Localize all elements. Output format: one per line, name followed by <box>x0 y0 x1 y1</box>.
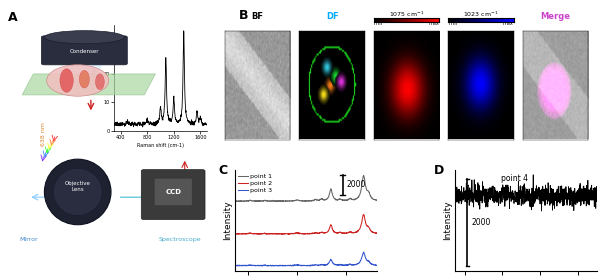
Text: min: min <box>448 21 458 26</box>
Text: max: max <box>503 21 514 26</box>
Y-axis label: Intensity: Intensity <box>443 201 452 240</box>
point 3 <box>360 250 367 254</box>
point 1 <box>318 197 325 201</box>
point 3 <box>354 262 361 265</box>
Text: point 4: point 4 <box>500 174 527 183</box>
point 2 <box>318 231 325 234</box>
point 3 <box>322 263 329 267</box>
Text: Condenser: Condenser <box>70 49 99 54</box>
point 1 <box>354 196 361 199</box>
point 3 <box>259 264 266 268</box>
Text: A: A <box>8 11 18 24</box>
Text: B: B <box>239 9 248 22</box>
Text: Objective
Lens: Objective Lens <box>65 181 91 192</box>
X-axis label: Raman shift (cm-1): Raman shift (cm-1) <box>137 143 184 148</box>
Text: BF: BF <box>252 12 264 21</box>
Line: point 2: point 2 <box>235 215 377 234</box>
Text: D: D <box>434 164 444 177</box>
point 2 <box>314 232 322 235</box>
Y-axis label: Intensity
(×10⁵): Intensity (×10⁵) <box>91 67 102 89</box>
Text: Merge: Merge <box>541 12 571 21</box>
point 2 <box>374 232 381 235</box>
point 3 <box>318 263 325 266</box>
point 2 <box>241 232 248 235</box>
Text: 638 nm: 638 nm <box>41 122 46 146</box>
Text: Spectroscope: Spectroscope <box>159 237 202 242</box>
point 2 <box>354 229 361 233</box>
Text: DF: DF <box>326 12 338 21</box>
Text: CCD: CCD <box>165 189 181 195</box>
point 1 <box>278 200 286 203</box>
point 2 <box>278 233 285 236</box>
Text: 2000: 2000 <box>346 180 365 189</box>
point 1 <box>340 199 347 202</box>
point 1 <box>232 199 239 203</box>
Text: 1075 cm$^{-1}$: 1075 cm$^{-1}$ <box>389 9 424 19</box>
point 1 <box>374 199 381 202</box>
point 3 <box>314 264 322 267</box>
Legend: point 1, point 2, point 3: point 1, point 2, point 3 <box>238 174 272 193</box>
point 3 <box>340 263 347 267</box>
Text: 2000: 2000 <box>471 218 491 227</box>
point 2 <box>322 231 329 234</box>
point 1 <box>360 174 367 177</box>
Text: 1023 cm$^{-1}$: 1023 cm$^{-1}$ <box>463 9 499 19</box>
point 3 <box>232 264 239 267</box>
Text: min: min <box>374 21 383 26</box>
point 2 <box>340 231 347 235</box>
point 1 <box>241 200 248 203</box>
point 2 <box>360 213 367 216</box>
Line: point 1: point 1 <box>235 175 377 202</box>
Text: max: max <box>428 21 439 26</box>
point 1 <box>314 199 322 202</box>
Y-axis label: Intensity: Intensity <box>223 201 232 240</box>
point 3 <box>241 263 248 267</box>
Line: point 3: point 3 <box>235 252 377 266</box>
Text: C: C <box>218 164 227 177</box>
point 3 <box>374 263 381 267</box>
Text: Mirror: Mirror <box>19 237 38 242</box>
point 1 <box>322 198 329 201</box>
point 2 <box>232 232 239 235</box>
